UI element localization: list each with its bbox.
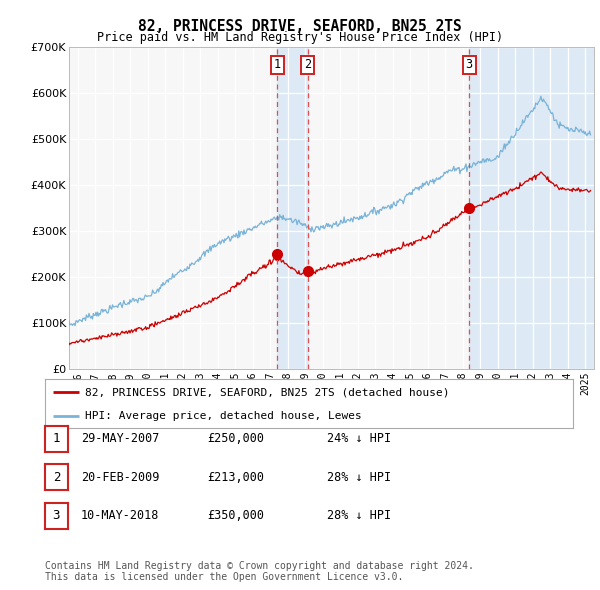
Text: 82, PRINCESS DRIVE, SEAFORD, BN25 2TS: 82, PRINCESS DRIVE, SEAFORD, BN25 2TS	[138, 19, 462, 34]
Text: 2: 2	[53, 471, 60, 484]
Text: 82, PRINCESS DRIVE, SEAFORD, BN25 2TS (detached house): 82, PRINCESS DRIVE, SEAFORD, BN25 2TS (d…	[85, 388, 449, 398]
Text: £350,000: £350,000	[207, 509, 264, 522]
Text: 24% ↓ HPI: 24% ↓ HPI	[327, 432, 391, 445]
Text: 1: 1	[53, 432, 60, 445]
Text: £213,000: £213,000	[207, 471, 264, 484]
Text: £250,000: £250,000	[207, 432, 264, 445]
Text: HPI: Average price, detached house, Lewes: HPI: Average price, detached house, Lewe…	[85, 411, 361, 421]
Text: 3: 3	[466, 58, 473, 71]
Text: 20-FEB-2009: 20-FEB-2009	[81, 471, 160, 484]
Text: 1: 1	[274, 58, 281, 71]
Text: 28% ↓ HPI: 28% ↓ HPI	[327, 509, 391, 522]
Text: 28% ↓ HPI: 28% ↓ HPI	[327, 471, 391, 484]
Text: 2: 2	[304, 58, 311, 71]
Text: Contains HM Land Registry data © Crown copyright and database right 2024.
This d: Contains HM Land Registry data © Crown c…	[45, 560, 474, 582]
Text: 29-MAY-2007: 29-MAY-2007	[81, 432, 160, 445]
Text: 10-MAY-2018: 10-MAY-2018	[81, 509, 160, 522]
Text: 3: 3	[53, 509, 60, 522]
Text: Price paid vs. HM Land Registry's House Price Index (HPI): Price paid vs. HM Land Registry's House …	[97, 31, 503, 44]
Bar	[469, 47, 594, 369]
Bar	[277, 47, 308, 369]
